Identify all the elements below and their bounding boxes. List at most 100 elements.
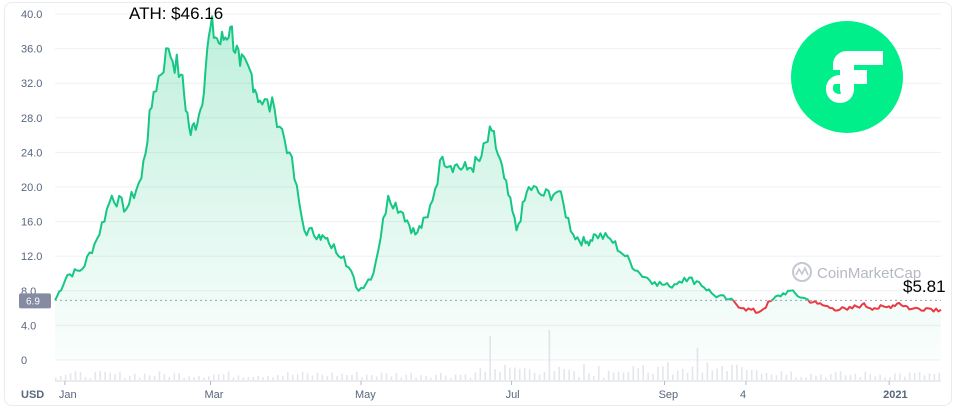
x-tick-label: Jul — [506, 389, 520, 401]
volume-bar — [563, 369, 566, 380]
volume-bar — [805, 377, 807, 380]
volume-bar — [879, 374, 881, 380]
volume-bar — [380, 372, 383, 380]
volume-bar — [311, 375, 314, 380]
y-tick-label: 40.0 — [21, 9, 42, 21]
volume-bar — [430, 377, 432, 380]
volume-bar — [321, 374, 324, 380]
volume-bar — [820, 374, 822, 380]
volume-bar — [825, 377, 827, 380]
volume-bar — [864, 371, 867, 380]
x-axis: Jan Mar May Jul Sep 4 2021 — [59, 381, 908, 401]
volume-bar — [597, 365, 600, 380]
volume-bar — [583, 364, 585, 380]
volume-bar — [523, 368, 526, 380]
price-chart: 40.036.032.028.024.020.016.012.08.04.00 … — [19, 4, 946, 401]
price-chart-card: 40.0 36.0 32.0 28.0 24.0 20.0 16.0 12.0 8.0 4.0 0 … — [4, 2, 952, 406]
volume-bar — [746, 369, 748, 380]
volume-bar — [257, 375, 259, 380]
volume-bar — [361, 377, 363, 380]
volume-bar — [637, 368, 640, 380]
volume-bar — [405, 374, 408, 380]
x-tick-label: May — [355, 389, 376, 401]
volume-bar — [657, 366, 659, 380]
volume-bar — [168, 376, 171, 380]
volume-bar — [622, 372, 625, 380]
volume-bar — [676, 370, 679, 380]
volume-bar — [420, 375, 422, 380]
volume-bar — [198, 375, 200, 380]
volume-bar — [780, 371, 783, 380]
volume-bar — [785, 374, 788, 380]
volume-bar — [543, 371, 546, 380]
volume-bar — [504, 364, 506, 380]
volume-bar — [889, 377, 891, 380]
volume-bar — [385, 373, 388, 380]
volume-bar — [765, 372, 768, 380]
volume-bar — [671, 374, 674, 380]
volume-bar — [341, 373, 343, 380]
volume-bar — [356, 371, 358, 380]
volume-bar — [829, 373, 832, 380]
volume-bar — [286, 372, 289, 380]
volume-bar — [129, 375, 131, 380]
volume-bar — [568, 369, 570, 380]
volume-bar — [119, 371, 121, 380]
volume-bar — [908, 372, 911, 380]
volume-bar — [923, 375, 926, 380]
volume-bar — [133, 373, 136, 380]
volume-bar — [760, 373, 763, 380]
volume-bar — [69, 373, 72, 380]
price-line-up — [54, 15, 816, 301]
volume-bar — [854, 373, 857, 380]
coinmarketcap-watermark: CoinMarketCap — [792, 262, 921, 282]
volume-bar — [365, 374, 368, 380]
volume-bar — [425, 376, 427, 380]
volume-bar — [262, 377, 264, 380]
volume-bar — [518, 368, 521, 380]
volume-bar — [64, 374, 67, 380]
volume-bar — [109, 372, 111, 380]
volume-bar — [282, 375, 284, 380]
volume-bar — [918, 371, 921, 380]
volume-bar — [795, 377, 797, 380]
volume-bar — [435, 374, 437, 380]
volume-bar — [538, 374, 541, 380]
volume-bar — [178, 373, 180, 380]
volume-bar — [454, 374, 457, 380]
volume-bar — [933, 373, 936, 380]
volume-bar — [444, 375, 447, 380]
volume-bar — [834, 372, 837, 380]
volume-bar — [346, 374, 348, 380]
volume-bar — [770, 374, 773, 380]
volume-bar — [479, 367, 482, 380]
volume-bar — [208, 376, 210, 380]
volume-bar — [316, 372, 319, 380]
volume-bar — [242, 377, 245, 380]
volume-bar — [148, 375, 151, 380]
volume-bar — [59, 375, 62, 380]
volume-bar — [74, 371, 77, 380]
volume-bar — [928, 373, 931, 380]
volume-bar — [627, 372, 630, 380]
volume-bar — [514, 367, 516, 380]
volume-bar — [899, 373, 901, 380]
y-tick-label: 16.0 — [21, 217, 42, 229]
x-tick-label: 4 — [740, 389, 746, 401]
volume-bar — [750, 369, 753, 380]
current-price-annotation: $5.81 — [903, 277, 946, 296]
volume-bar — [573, 371, 575, 380]
volume-bars — [55, 330, 941, 380]
volume-bar — [153, 375, 156, 380]
volume-bar — [528, 369, 531, 380]
volume-bar — [291, 374, 294, 380]
volume-bar — [114, 374, 116, 380]
volume-bar — [395, 372, 398, 380]
volume-bar — [884, 377, 886, 380]
volume-bar — [726, 371, 728, 380]
volume-bar — [440, 372, 442, 380]
volume-bar — [410, 372, 412, 380]
volume-bar — [800, 376, 802, 380]
volume-bar — [469, 377, 472, 380]
volume-bar — [815, 375, 817, 380]
